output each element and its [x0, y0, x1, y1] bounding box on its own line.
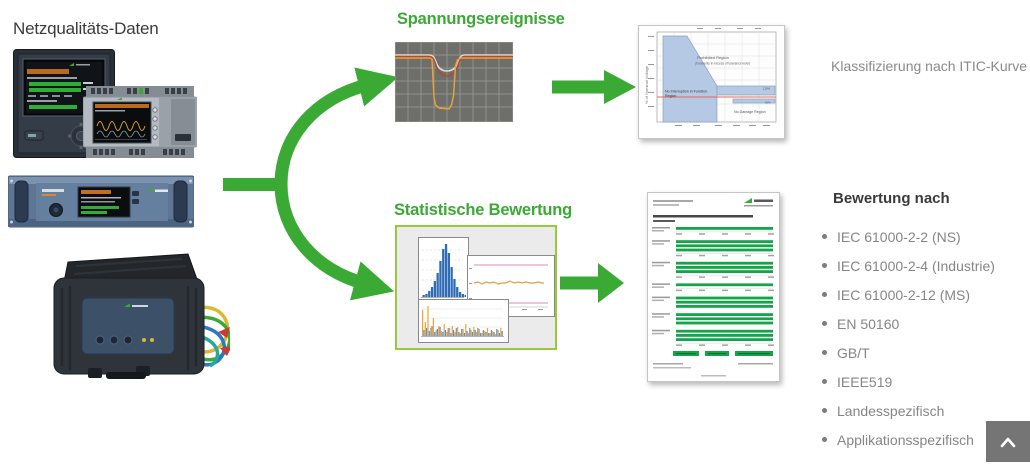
fork-arrow: [223, 67, 399, 301]
device-din-analyzer: [82, 86, 198, 163]
svg-text:No Interruption in Function: No Interruption in Function: [665, 90, 707, 94]
svg-text:90%: 90%: [765, 101, 771, 105]
phase-l2-curve: [395, 55, 513, 77]
itic-chart: Prohibited Region (transients in excess …: [638, 25, 785, 139]
portable-case-illustration: [53, 253, 232, 379]
standards-list-item: GB/T: [820, 344, 995, 362]
rack-analyzer-illustration: [7, 175, 195, 228]
harmonics-chart: [421, 306, 504, 337]
svg-text:110%: 110%: [763, 87, 770, 91]
svg-text:No Damage Region: No Damage Region: [734, 110, 766, 114]
standards-list-item: IEC 61000-2-2 (NS): [820, 228, 995, 246]
itic-tolerance-region: [662, 35, 718, 123]
brand-logo-icon: [69, 63, 74, 66]
voltage-events-title: Spannungsereignisse: [397, 10, 565, 28]
report-page: [647, 192, 780, 382]
svg-text:Prohibited Region: Prohibited Region: [697, 55, 729, 60]
histogram-panel: [418, 237, 469, 304]
svg-text:Region: Region: [665, 94, 676, 98]
brand-logo-icon: [124, 303, 130, 307]
brand-logo-icon: [744, 198, 752, 203]
arrow-to-report: [560, 263, 624, 303]
statistics-box: [395, 225, 557, 350]
brand-logo-icon: [146, 188, 153, 192]
standards-title: Bewertung nach: [833, 190, 950, 207]
svg-text:% of Nominal Voltage: % of Nominal Voltage: [644, 65, 649, 104]
itic-caption: Klassifizierung nach ITIC-Kurve: [831, 58, 1028, 74]
din-analyzer-illustration: [82, 86, 198, 158]
device-portable-case: [40, 240, 232, 391]
chevron-up-icon: [1000, 437, 1016, 447]
trend-line: [473, 280, 544, 285]
standards-list-item: Landesspezifisch: [820, 402, 995, 420]
device-rack-analyzer: [7, 173, 195, 235]
standards-list-item: Applikationsspezifisch: [820, 431, 995, 449]
voltage-dip-chart: [395, 42, 513, 122]
standards-list: IEC 61000-2-2 (NS) IEC 61000-2-4 (Industr…: [820, 228, 995, 460]
svg-text:(transients in excess of toler: (transients in excess of tolerance level…: [695, 62, 750, 66]
report-figure: [652, 198, 774, 377]
standards-list-item: IEEE519: [820, 373, 995, 391]
standards-list-item: IEC 61000-2-4 (Industrie): [820, 257, 995, 275]
phase-l3-curve: [395, 57, 513, 110]
itic-curve-figure: Prohibited Region (transients in excess …: [644, 28, 777, 126]
source-title: Netzqualitäts-Daten: [13, 19, 159, 38]
standards-list-item: IEC 61000-2-12 (MS): [820, 286, 995, 304]
phase-l1-curve: [395, 54, 513, 72]
standards-list-item: EN 50160: [820, 315, 995, 333]
arrow-to-itic: [552, 70, 636, 104]
brand-logo-icon: [117, 97, 122, 100]
harmonics-panel: [418, 299, 509, 343]
statistics-title: Statistische Bewertung: [394, 201, 573, 219]
scroll-top-button[interactable]: [986, 421, 1030, 462]
histogram-chart: [421, 244, 467, 298]
